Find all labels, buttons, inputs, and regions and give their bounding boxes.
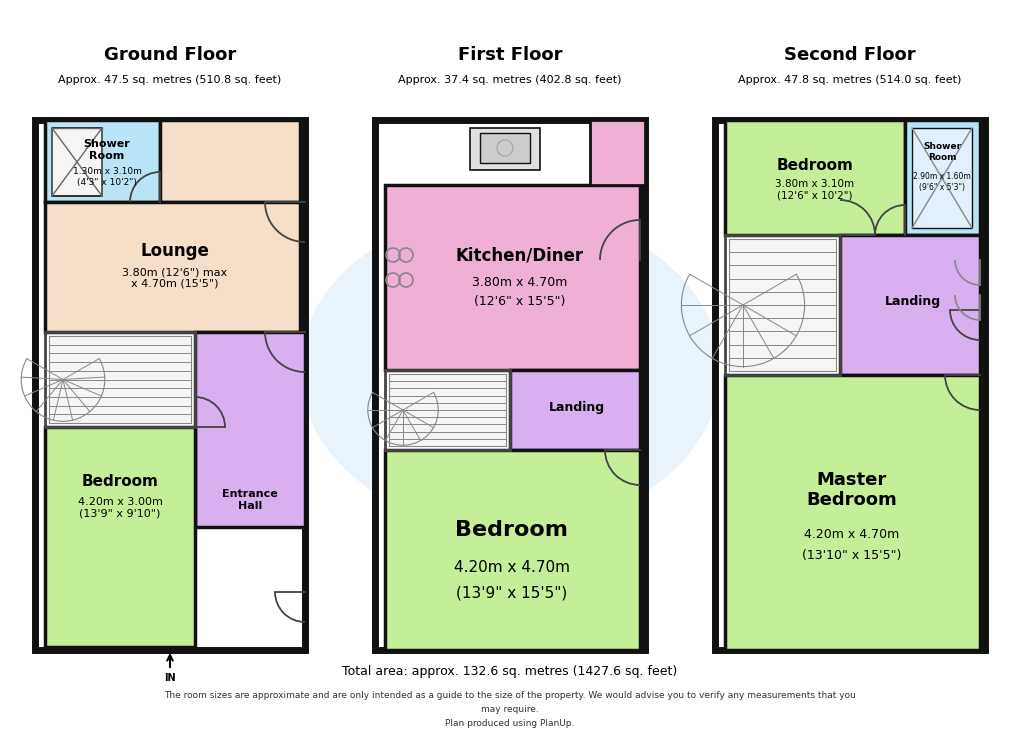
- Bar: [45, 120, 160, 202]
- Bar: [725, 120, 904, 235]
- Bar: [195, 332, 305, 527]
- Text: (13'9" x 15'5"): (13'9" x 15'5"): [455, 585, 567, 600]
- Text: 3.80m x 4.70m: 3.80m x 4.70m: [472, 275, 568, 289]
- Text: Kitchen/Diner: Kitchen/Diner: [455, 246, 584, 264]
- Bar: [384, 185, 639, 370]
- Text: may require.: may require.: [481, 706, 538, 715]
- Bar: [49, 336, 191, 423]
- Bar: [45, 332, 195, 427]
- Bar: [729, 239, 836, 371]
- Text: Landing: Landing: [548, 401, 604, 415]
- Bar: [725, 235, 840, 375]
- Bar: [911, 128, 971, 228]
- Text: Ground Floor: Ground Floor: [104, 46, 235, 64]
- Bar: [904, 120, 979, 235]
- Text: 4.20m x 4.70m: 4.20m x 4.70m: [804, 528, 899, 542]
- Text: 3.80m x 3.10m
(12'6" x 10'2"): 3.80m x 3.10m (12'6" x 10'2"): [774, 180, 854, 201]
- Text: Approx. 47.5 sq. metres (510.8 sq. feet): Approx. 47.5 sq. metres (510.8 sq. feet): [58, 75, 281, 85]
- Bar: [160, 120, 300, 202]
- Bar: [52, 128, 102, 196]
- Text: IN: IN: [164, 673, 175, 683]
- Text: Plan produced using PlanUp.: Plan produced using PlanUp.: [445, 718, 574, 727]
- Text: Bedroom: Bedroom: [82, 474, 158, 490]
- Text: Shower
Room: Shower Room: [84, 139, 130, 161]
- Text: 4.20m x 3.00m
(13'9" x 9'10"): 4.20m x 3.00m (13'9" x 9'10"): [77, 497, 162, 519]
- Bar: [388, 374, 505, 446]
- Text: Entrance
Hall: Entrance Hall: [222, 489, 277, 510]
- Bar: [45, 202, 300, 332]
- Text: First Floor: First Floor: [458, 46, 561, 64]
- Bar: [480, 133, 530, 163]
- Bar: [510, 370, 639, 450]
- Text: Bedroom: Bedroom: [775, 157, 853, 172]
- Text: Approx. 47.8 sq. metres (514.0 sq. feet): Approx. 47.8 sq. metres (514.0 sq. feet): [738, 75, 961, 85]
- Text: 3.80m (12'6") max
x 4.70m (15'5"): 3.80m (12'6") max x 4.70m (15'5"): [122, 267, 227, 289]
- Text: 1.30m x 3.10m
(4'3" x 10'2"): 1.30m x 3.10m (4'3" x 10'2"): [72, 167, 142, 187]
- Text: Shower
Room: Shower Room: [922, 142, 960, 162]
- Bar: [725, 375, 979, 650]
- Bar: [384, 370, 510, 450]
- Bar: [470, 128, 539, 170]
- Text: (13'10" x 15'5"): (13'10" x 15'5"): [802, 548, 901, 562]
- Bar: [840, 235, 979, 375]
- Text: Total area: approx. 132.6 sq. metres (1427.6 sq. feet): Total area: approx. 132.6 sq. metres (14…: [342, 666, 677, 678]
- Bar: [35, 120, 305, 650]
- Text: Master
Bedroom: Master Bedroom: [806, 470, 897, 510]
- Text: Second Floor: Second Floor: [784, 46, 915, 64]
- Bar: [45, 427, 195, 647]
- Text: The room sizes are approximate and are only intended as a guide to the size of t: The room sizes are approximate and are o…: [164, 691, 855, 700]
- Text: Lounge: Lounge: [141, 242, 209, 260]
- Text: 2.90m x 1.60m
(9'6" x 5'3"): 2.90m x 1.60m (9'6" x 5'3"): [912, 172, 970, 191]
- Bar: [714, 120, 984, 650]
- Text: Approx. 37.4 sq. metres (402.8 sq. feet): Approx. 37.4 sq. metres (402.8 sq. feet): [397, 75, 622, 85]
- Bar: [375, 120, 644, 650]
- Text: Bedroom: Bedroom: [455, 520, 568, 540]
- Bar: [589, 120, 644, 185]
- Bar: [384, 450, 639, 650]
- Text: (12'6" x 15'5"): (12'6" x 15'5"): [474, 295, 566, 309]
- Ellipse shape: [300, 210, 719, 530]
- Text: Landing: Landing: [884, 295, 941, 309]
- Text: 4.20m x 4.70m: 4.20m x 4.70m: [453, 560, 570, 576]
